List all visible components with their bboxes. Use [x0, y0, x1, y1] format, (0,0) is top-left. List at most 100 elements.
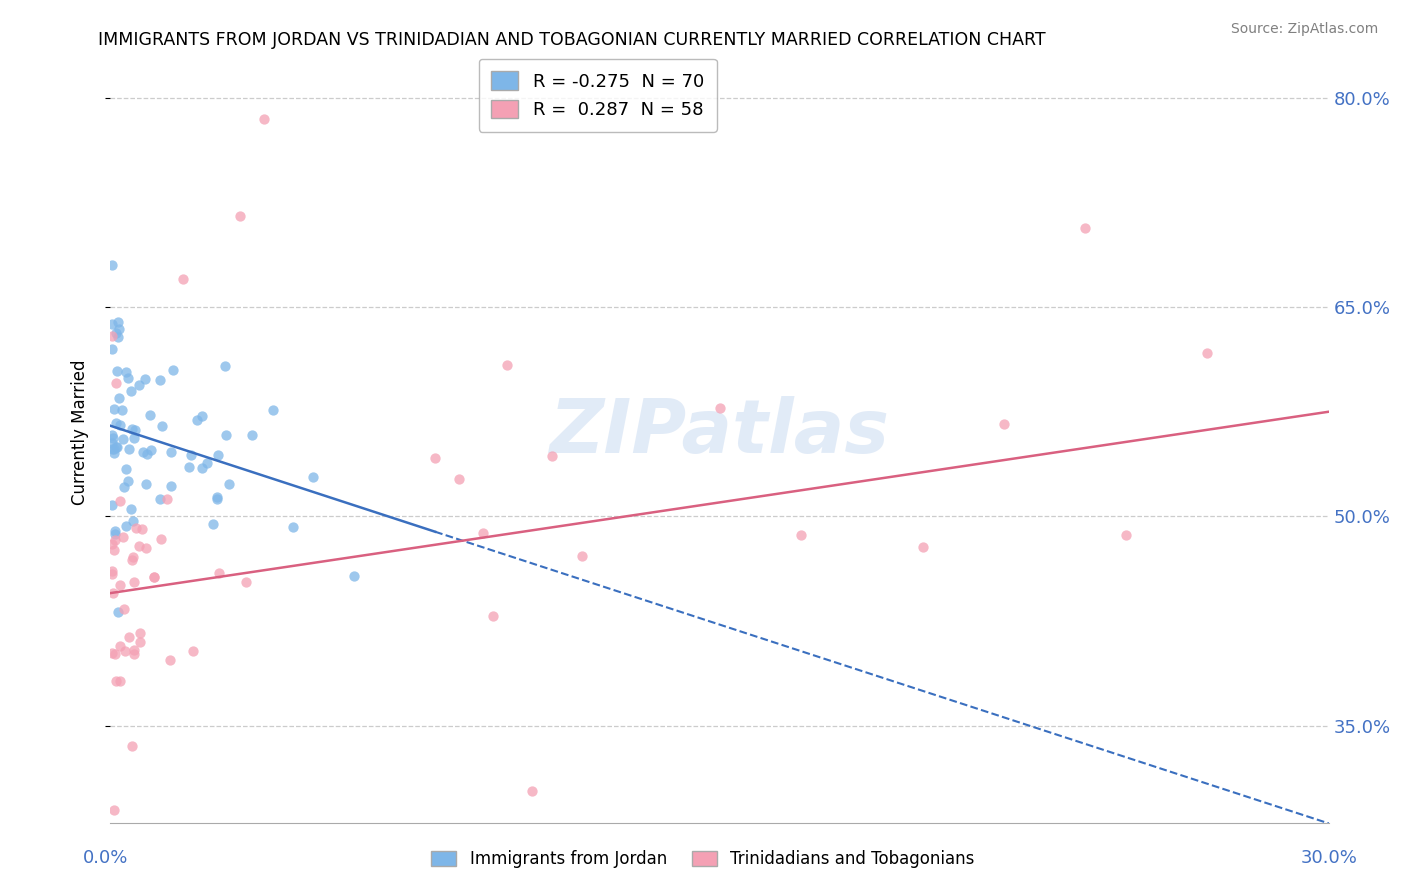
Point	[105, 440, 128, 454]
Point	[482, 609, 505, 624]
Point	[302, 470, 325, 484]
Point	[104, 524, 127, 538]
Point	[122, 431, 145, 445]
Point	[117, 475, 139, 489]
Point	[101, 567, 124, 582]
Point	[122, 642, 145, 657]
Point	[423, 450, 446, 465]
Point	[181, 644, 204, 658]
Point	[108, 578, 131, 592]
Point	[122, 514, 145, 528]
Point	[159, 653, 181, 667]
Point	[105, 673, 128, 688]
Point	[112, 432, 135, 446]
Point	[240, 427, 263, 442]
Text: 30.0%: 30.0%	[1301, 849, 1357, 867]
Point	[121, 739, 143, 754]
Point	[117, 371, 139, 385]
Point	[129, 626, 152, 640]
Point	[281, 520, 304, 534]
Point	[101, 498, 124, 512]
Point	[160, 478, 183, 492]
Point	[101, 435, 124, 450]
Point	[136, 447, 159, 461]
Point	[108, 493, 131, 508]
Point	[191, 409, 214, 423]
Point	[108, 639, 131, 653]
Point	[541, 449, 564, 463]
Point	[101, 537, 124, 551]
Point	[103, 442, 125, 456]
Point	[103, 543, 125, 558]
Text: Source: ZipAtlas.com: Source: ZipAtlas.com	[1230, 22, 1378, 37]
Point	[101, 427, 124, 442]
Point	[104, 417, 127, 431]
Point	[134, 372, 156, 386]
Point	[124, 574, 146, 589]
Point	[135, 477, 157, 491]
Point	[172, 272, 194, 286]
Point	[472, 526, 495, 541]
Point	[207, 448, 229, 462]
Point	[122, 549, 145, 564]
Point	[101, 329, 124, 343]
Point	[205, 490, 228, 504]
Point	[186, 413, 208, 427]
Text: ZIPatlas: ZIPatlas	[550, 396, 890, 469]
Point	[105, 363, 128, 377]
Point	[520, 784, 543, 798]
Point	[121, 422, 143, 436]
Point	[132, 445, 155, 459]
Point	[122, 647, 145, 661]
Point	[115, 519, 138, 533]
Point	[208, 566, 231, 580]
Point	[107, 321, 129, 335]
Point	[191, 461, 214, 475]
Point	[343, 569, 366, 583]
Point	[112, 480, 135, 494]
Point	[125, 521, 148, 535]
Point	[128, 539, 150, 553]
Point	[993, 417, 1015, 431]
Point	[103, 402, 125, 417]
Point	[101, 342, 124, 356]
Point	[107, 606, 129, 620]
Point	[107, 391, 129, 405]
Point	[1197, 345, 1219, 359]
Y-axis label: Currently Married: Currently Married	[72, 359, 89, 506]
Point	[790, 528, 813, 542]
Point	[108, 417, 131, 432]
Point	[218, 477, 240, 491]
Point	[101, 258, 124, 272]
Point	[105, 376, 128, 391]
Point	[114, 644, 136, 658]
Point	[253, 112, 276, 126]
Point	[149, 491, 172, 506]
Point	[129, 635, 152, 649]
Point	[101, 646, 124, 660]
Point	[138, 408, 160, 422]
Point	[114, 365, 136, 379]
Point	[149, 532, 172, 546]
Point	[101, 431, 124, 445]
Point	[496, 358, 519, 372]
Point	[118, 442, 141, 456]
Point	[101, 586, 124, 600]
Point	[124, 423, 146, 437]
Point	[156, 491, 179, 506]
Point	[143, 570, 166, 584]
Point	[101, 317, 124, 331]
Point	[104, 533, 127, 547]
Point	[262, 403, 284, 417]
Point	[121, 552, 143, 566]
Point	[202, 517, 225, 532]
Point	[571, 549, 593, 563]
Point	[103, 446, 125, 460]
Point	[214, 359, 236, 373]
Point	[162, 363, 184, 377]
Point	[131, 522, 153, 536]
Point	[115, 462, 138, 476]
Point	[105, 440, 128, 454]
Point	[104, 526, 127, 541]
Point	[215, 428, 238, 442]
